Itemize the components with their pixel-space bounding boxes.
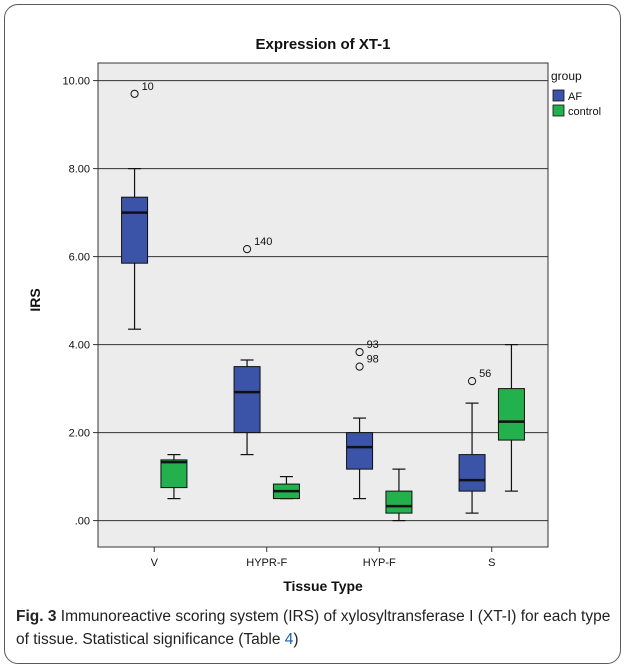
outlier-point bbox=[355, 347, 364, 357]
caption-text-1: Immunoreactive scoring system (IRS) of x… bbox=[16, 608, 611, 648]
outlier-point bbox=[355, 362, 364, 371]
x-tick-label: HYPR-F bbox=[246, 557, 287, 569]
outlier-label: 93 bbox=[367, 339, 379, 351]
legend-title: group bbox=[551, 69, 582, 83]
chart-title: Expression of XT-1 bbox=[255, 36, 390, 53]
legend-label-control: control bbox=[568, 106, 601, 118]
box-iqr bbox=[458, 454, 486, 492]
x-axis-label: Tissue Type bbox=[283, 578, 363, 594]
box-iqr bbox=[346, 432, 374, 470]
legend-label-AF: AF bbox=[568, 91, 582, 103]
box-AF-S: 56 bbox=[458, 368, 491, 514]
y-tick-label: .00 bbox=[75, 516, 90, 528]
box-control-HYPR-F bbox=[272, 476, 300, 500]
box-AF-V: 10 bbox=[121, 81, 154, 330]
box-iqr bbox=[160, 459, 188, 489]
x-tick-label: S bbox=[488, 557, 495, 569]
caption-figure-label: Fig. 3 bbox=[16, 608, 57, 625]
outlier-point bbox=[242, 245, 252, 254]
x-tick-label: HYP-F bbox=[363, 557, 396, 569]
box-iqr bbox=[233, 366, 261, 434]
legend-swatch-AF bbox=[552, 89, 565, 102]
box-iqr bbox=[497, 388, 525, 441]
box-control-S bbox=[497, 344, 525, 492]
y-tick-label: 6.00 bbox=[69, 252, 90, 264]
box-control-V bbox=[160, 454, 188, 500]
box-control-HYP-F bbox=[385, 468, 413, 522]
box-AF-HYPR-F: 140 bbox=[233, 236, 272, 456]
box-iqr bbox=[121, 196, 149, 264]
outlier-label: 10 bbox=[142, 81, 154, 93]
outlier-label: 56 bbox=[479, 368, 491, 380]
outlier-point bbox=[130, 89, 139, 98]
gridlines bbox=[98, 80, 548, 522]
box-iqr bbox=[385, 490, 413, 514]
y-axis-label: IRS bbox=[27, 288, 43, 311]
axes: .00 2.00 4.00 6.00 8.00 10.00 V HYPR-F HYP-F S bbox=[62, 76, 495, 569]
y-tick-label: 8.00 bbox=[69, 164, 90, 176]
x-tick-label: V bbox=[151, 557, 159, 569]
figure-caption: Fig. 3 Immunoreactive scoring system (IR… bbox=[16, 605, 612, 651]
y-tick-label: 2.00 bbox=[69, 428, 90, 440]
y-tick-label: 4.00 bbox=[69, 340, 90, 352]
outlier-point bbox=[467, 377, 477, 386]
caption-table-link[interactable]: 4 bbox=[284, 631, 294, 648]
y-tick-label: 10.00 bbox=[62, 76, 90, 88]
legend: group AF control bbox=[551, 69, 601, 118]
outlier-label: 98 bbox=[367, 354, 379, 366]
box-plot-chart: .00 2.00 4.00 6.00 8.00 10.00 V HYPR-F HYP-F S 10… bbox=[27, 36, 601, 594]
legend-swatch-control bbox=[552, 104, 565, 117]
caption-text-2: ) bbox=[293, 631, 299, 648]
outlier-label: 140 bbox=[254, 236, 272, 248]
